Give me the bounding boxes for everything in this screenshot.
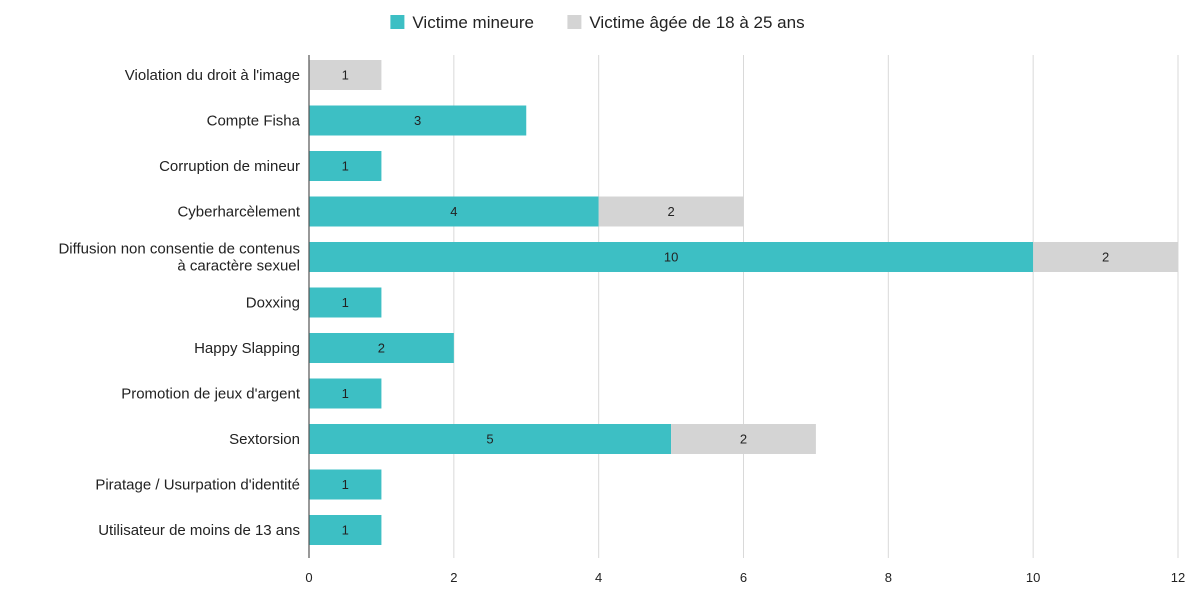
- category-label-line: Happy Slapping: [194, 340, 300, 357]
- bar-1-5: [309, 242, 1034, 272]
- x-tick-label-6: 6: [740, 570, 747, 585]
- category-label-6: Doxxing: [246, 295, 300, 312]
- category-label-line: Corruption de mineur: [159, 158, 300, 175]
- category-label-9: Sextorsion: [229, 431, 300, 448]
- legend-label-1: Victime mineure: [412, 13, 534, 32]
- data-label-1-4: 4: [450, 204, 457, 219]
- bar-2-1: [309, 60, 382, 90]
- bar-1-7: [309, 333, 454, 363]
- data-label-1-11: 1: [342, 523, 349, 538]
- category-label-8: Promotion de jeux d'argent: [121, 386, 301, 403]
- category-label-line: Cyberharcèlement: [177, 204, 300, 221]
- legend-label-2: Victime âgée de 18 à 25 ans: [589, 13, 804, 32]
- bar-1-2: [309, 105, 527, 136]
- x-tick-label-12: 12: [1171, 570, 1185, 585]
- x-tick-label-4: 4: [595, 570, 602, 585]
- y-axis: Violation du droit à l'image Compte Fisha…: [58, 55, 310, 558]
- category-label-line: Sextorsion: [229, 431, 300, 448]
- legend-swatch-2: [567, 15, 582, 29]
- category-label-4: Cyberharcèlement: [177, 204, 300, 221]
- category-label-line: à caractère sexuel: [177, 258, 300, 275]
- bar-1-6: [309, 287, 382, 318]
- data-label-1-5: 10: [664, 250, 678, 265]
- bar-1-3: [309, 151, 382, 181]
- x-axis: 0 2 4 6 8 10 12: [305, 570, 1185, 585]
- x-tick-label-0: 0: [305, 570, 312, 585]
- category-label-10: Piratage / Usurpation d'identité: [95, 477, 300, 494]
- bar-1-11: [309, 515, 382, 545]
- x-tick-label-10: 10: [1026, 570, 1040, 585]
- category-label-line: Doxxing: [246, 295, 300, 312]
- category-label-line: Promotion de jeux d'argent: [121, 386, 301, 403]
- bars: 1 3 1 4 2 10 2 1 2 1 5 2 1 1: [309, 60, 1178, 545]
- gridlines: [453, 55, 1179, 558]
- category-label-line: Piratage / Usurpation d'identité: [95, 477, 300, 494]
- bar-2-9: [671, 424, 816, 454]
- data-label-2-5: 2: [1102, 250, 1109, 265]
- bar-1-9: [309, 424, 672, 454]
- bar-1-4: [309, 196, 599, 227]
- data-label-1-10: 1: [342, 477, 349, 492]
- category-label-1: Violation du droit à l'image: [125, 67, 300, 84]
- data-label-1-2: 3: [414, 113, 421, 128]
- category-label-7: Happy Slapping: [194, 340, 300, 357]
- data-label-2-1: 1: [342, 68, 349, 83]
- legend-swatch-1: [390, 15, 405, 29]
- bar-1-10: [309, 469, 382, 500]
- data-label-1-6: 1: [342, 295, 349, 310]
- category-label-line: Violation du droit à l'image: [125, 67, 300, 84]
- bar-2-5: [1033, 242, 1178, 272]
- bar-2-4: [598, 196, 744, 227]
- legend: Victime mineure Victime âgée de 18 à 25 a…: [390, 13, 805, 32]
- data-label-1-8: 1: [342, 386, 349, 401]
- bar-1-8: [309, 378, 382, 409]
- data-label-2-4: 2: [667, 204, 674, 219]
- category-label-line: Compte Fisha: [207, 113, 301, 130]
- category-label-3: Corruption de mineur: [159, 158, 300, 175]
- category-label-line: Diffusion non consentie de contenus: [58, 241, 300, 258]
- data-label-1-9: 5: [486, 432, 493, 447]
- data-label-2-9: 2: [740, 432, 747, 447]
- data-label-1-7: 2: [378, 341, 385, 356]
- category-label-2: Compte Fisha: [207, 113, 301, 130]
- data-label-1-3: 1: [342, 159, 349, 174]
- category-label-line: Utilisateur de moins de 13 ans: [98, 522, 300, 539]
- x-tick-label-8: 8: [885, 570, 892, 585]
- category-label-11: Utilisateur de moins de 13 ans: [98, 522, 300, 539]
- x-tick-label-2: 2: [450, 570, 457, 585]
